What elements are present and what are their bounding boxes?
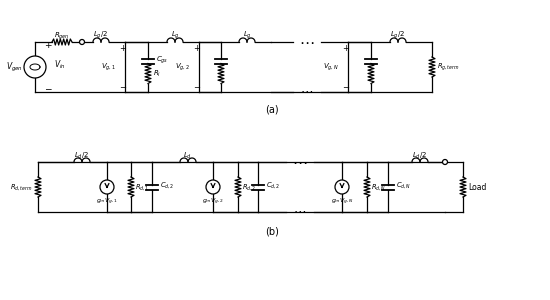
Text: $C_{d,2}$: $C_{d,2}$: [160, 180, 174, 190]
Text: $R_i$: $R_i$: [153, 68, 161, 79]
Text: $-$: $-$: [43, 83, 52, 92]
Text: $V_{gen}$: $V_{gen}$: [6, 60, 23, 74]
Text: $-$: $-$: [342, 81, 350, 90]
Text: $R_{d,term}$: $R_{d,term}$: [10, 182, 33, 192]
Text: $\cdots$: $\cdots$: [300, 85, 313, 98]
Text: $L_d$: $L_d$: [184, 150, 192, 161]
Text: $\cdots$: $\cdots$: [294, 205, 306, 218]
Text: $L_g$: $L_g$: [243, 30, 251, 41]
Text: $g_m V_{g,2}$: $g_m V_{g,2}$: [202, 197, 224, 207]
Text: $L_d/2$: $L_d/2$: [412, 150, 427, 161]
Text: $\cdots$: $\cdots$: [292, 154, 307, 169]
Text: $L_d/2$: $L_d/2$: [74, 150, 90, 161]
Text: $\cdots$: $\cdots$: [299, 34, 315, 49]
Text: $C_{d,2}$: $C_{d,2}$: [266, 180, 280, 190]
Text: $V_{g,2}$: $V_{g,2}$: [175, 61, 190, 73]
Circle shape: [335, 180, 349, 194]
Text: $R_{d,1}$: $R_{d,1}$: [135, 182, 150, 192]
Circle shape: [206, 180, 220, 194]
Text: (a): (a): [265, 105, 279, 115]
Text: $C_{d,N}$: $C_{d,N}$: [396, 180, 411, 190]
Text: (b): (b): [265, 227, 279, 237]
Text: +: +: [119, 44, 126, 53]
Text: $V_{g,1}$: $V_{g,1}$: [101, 61, 116, 73]
Text: $-$: $-$: [119, 81, 127, 90]
Text: $V_{g,N}$: $V_{g,N}$: [323, 61, 339, 73]
Text: $C_{gs}$: $C_{gs}$: [156, 54, 168, 66]
Text: $L_g/2$: $L_g/2$: [390, 30, 405, 41]
Text: $g_m V_{g,N}$: $g_m V_{g,N}$: [331, 197, 354, 207]
Text: $-$: $-$: [193, 81, 201, 90]
Circle shape: [80, 40, 85, 44]
Text: $R_{g,term}$: $R_{g,term}$: [437, 61, 460, 73]
Text: $g_m V_{g,1}$: $g_m V_{g,1}$: [96, 197, 118, 207]
Text: $L_g$: $L_g$: [170, 30, 179, 41]
Text: +: +: [343, 44, 349, 53]
Circle shape: [24, 56, 46, 78]
Text: $R_{d,N}$: $R_{d,N}$: [371, 182, 386, 192]
Text: +: +: [194, 44, 200, 53]
Circle shape: [100, 180, 114, 194]
Text: $R_{gen}$: $R_{gen}$: [54, 31, 70, 42]
Text: $L_g/2$: $L_g/2$: [94, 30, 108, 41]
Text: $V_{in}$: $V_{in}$: [54, 59, 66, 71]
Text: Load: Load: [468, 182, 486, 191]
Text: $R_{d,2}$: $R_{d,2}$: [242, 182, 256, 192]
Circle shape: [443, 160, 448, 164]
Text: +: +: [44, 41, 52, 50]
